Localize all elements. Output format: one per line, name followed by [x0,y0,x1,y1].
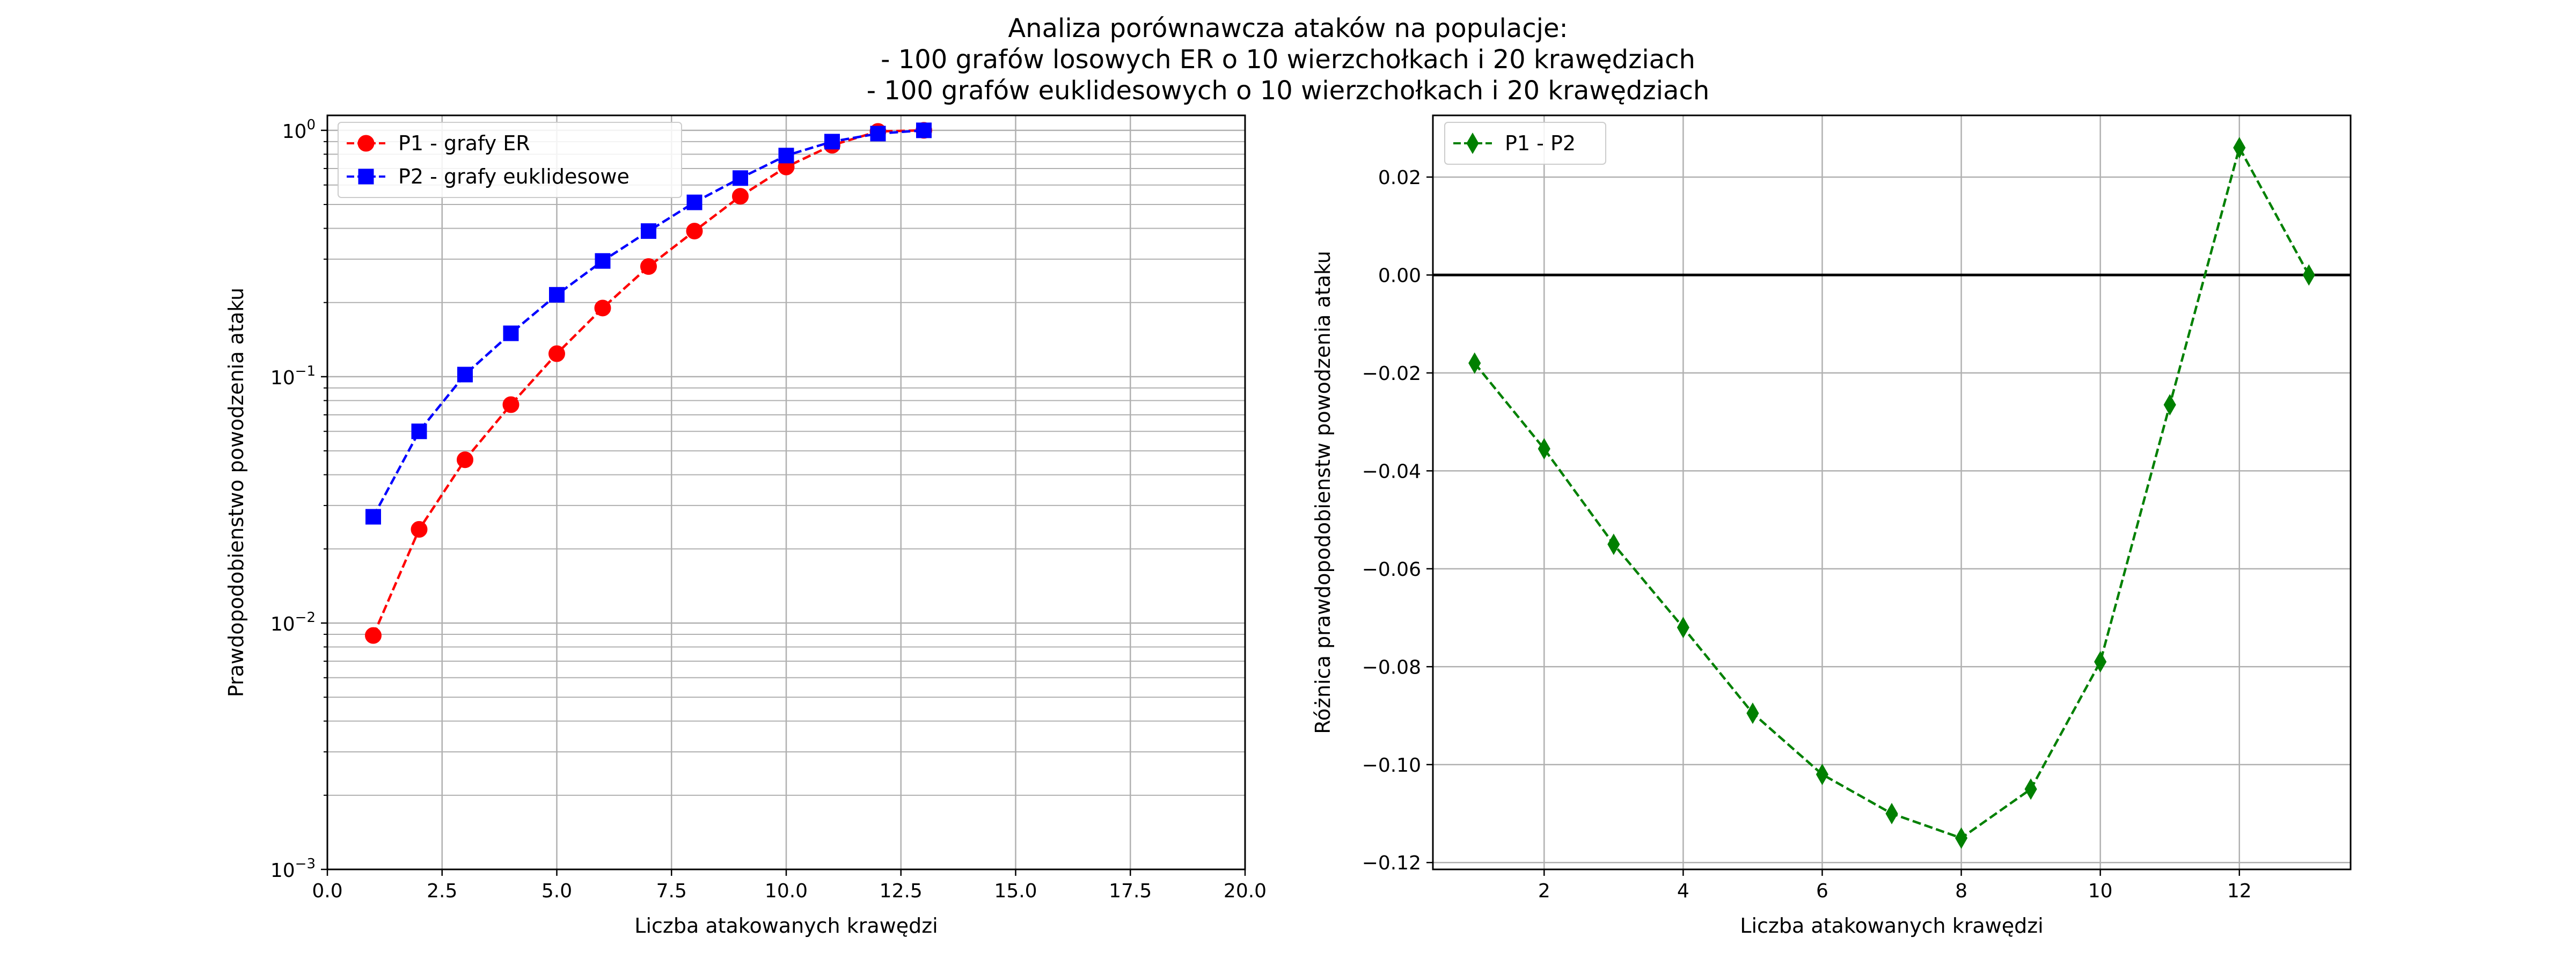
left-series-1-point [365,509,381,525]
left-x-tick-label: 15.0 [994,880,1037,902]
title-line-1: Analiza porównawcza ataków na populacje: [1008,13,1568,43]
left-series-0-point [686,223,703,240]
right-y-tick-label: −0.06 [1362,559,1421,581]
left-chart: 0.0 2.5 5.0 7.5 10.0 12.5 15.0 17.5 20.0 100 10−1 1… [224,114,1267,938]
right-x-tick-label: 2 [1538,880,1550,902]
right-series-0-point [2094,651,2107,673]
right-series-0-point [1746,702,1759,724]
left-series-0-point [640,258,657,275]
right-legend-label-0: P1 - P2 [1505,131,1576,155]
right-axes-frame [1432,114,2352,870]
left-x-tick-label: 0.0 [312,880,342,902]
left-series-0-point [502,396,519,413]
left-y-tick-label: 10−3 [270,856,316,882]
left-series-0-point [732,188,749,205]
left-y-tick-label: 100 [282,117,316,143]
left-series-1-point [457,367,473,383]
right-series-0-point [1816,764,1829,786]
right-series-0-point [2233,137,2246,159]
left-legend-marker-1 [358,169,374,185]
right-x-tick-label: 6 [1816,880,1828,902]
right-legend-box [1444,122,1606,165]
right-series-line-0 [1473,144,2310,840]
right-x-tick-label: 12 [2227,880,2252,902]
right-y-tick-label: −0.08 [1362,656,1421,678]
left-y-tick-label: 10−1 [270,363,316,389]
right-y-tick-label: 0.00 [1378,265,1421,287]
left-series-1-point [733,170,748,186]
right-series-0-point [1677,617,1689,639]
right-y-tick-label: 0.02 [1378,167,1421,189]
left-series-1-point [549,287,565,303]
left-series-1-point [503,325,519,341]
right-series-0-point [1538,438,1550,460]
right-series-0-point [1885,802,1898,824]
left-series-1-point [686,194,702,210]
left-series-1-point [916,122,932,138]
left-x-axis-label: Liczba atakowanych krawędzi [634,914,938,938]
left-series-1-point [411,423,427,440]
right-y-tick-label: −0.04 [1362,460,1421,482]
left-legend-label-1: P2 - grafy euklidesowe [398,165,630,188]
right-series-0-point [1468,352,1481,374]
right-series-0-point [2024,778,2037,800]
left-series-line-0 [372,129,924,636]
right-chart: 2 4 6 8 10 12 0.02 0.00 −0.02 −0.04 −0.06 −0.08 −0.1… [1311,114,2352,938]
right-y-tick-label: −0.10 [1362,755,1421,777]
right-y-tick-label: −0.02 [1362,363,1421,385]
left-x-tick-label: 17.5 [1109,880,1152,902]
left-y-tick-label: 10−2 [270,610,316,635]
left-x-tick-label: 20.0 [1224,880,1267,902]
right-series-0-point [2163,394,2176,416]
right-series-0-point [1955,827,1968,849]
left-legend-label-0: P1 - grafy ER [398,131,530,155]
left-x-tick-label: 2.5 [427,880,457,902]
left-series-0-point [411,521,428,538]
left-legend-box [338,122,682,198]
title-line-3: - 100 grafów euklidesowych o 10 wierzcho… [866,76,1710,106]
left-series-0-point [594,299,611,317]
left-y-axis-label: Prawdopodobienstwo powodzenia ataku [224,288,248,697]
right-series-0-point [2302,264,2315,286]
right-legend-marker-0 [1466,133,1479,154]
right-x-tick-label: 10 [2088,880,2113,902]
left-series-1-point [595,253,611,269]
title-line-2: - 100 grafów losowych ER o 10 wierzchołk… [881,45,1695,75]
left-series-1-point [870,126,886,142]
left-x-tick-label: 10.0 [765,880,808,902]
right-x-axis-label: Liczba atakowanych krawędzi [1740,914,2043,938]
left-series-0-point [548,345,565,362]
left-series-1-point [824,134,840,150]
left-series-0-point [457,451,473,469]
right-y-axis-label: Różnica prawdopodobienstw powodzenia ata… [1311,251,1335,734]
right-y-tick-label: −0.12 [1362,852,1421,874]
right-x-tick-label: 8 [1955,880,1967,902]
left-series-0-point [365,627,382,644]
left-x-tick-label: 7.5 [656,880,687,902]
left-series-1-point [641,223,656,239]
right-x-tick-label: 4 [1677,880,1689,902]
left-legend-marker-0 [357,135,375,152]
figure-title: Analiza porównawcza ataków na populacje:… [0,13,2576,106]
right-series-0-point [1607,533,1620,555]
left-x-tick-label: 5.0 [541,880,572,902]
left-series-1-point [778,148,794,164]
left-x-tick-label: 12.5 [880,880,923,902]
